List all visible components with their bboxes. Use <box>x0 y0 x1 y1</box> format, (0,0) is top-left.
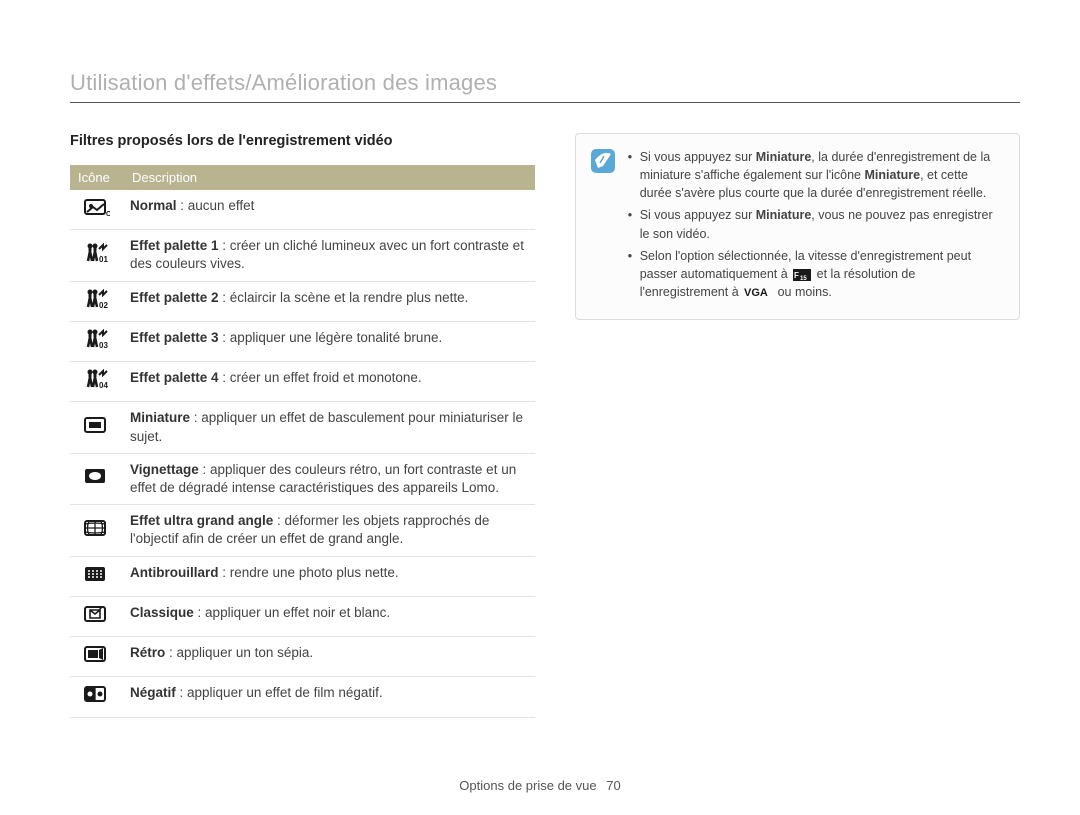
filter-description: Effet palette 3 : appliquer une légère t… <box>124 321 535 361</box>
filter-name: Effet palette 4 <box>130 370 219 385</box>
filter-text: éclaircir la scène et la rendre plus net… <box>230 290 469 305</box>
filter-description: Miniature : appliquer un effet de bascul… <box>124 402 535 453</box>
table-row: Négatif : appliquer un effet de film nég… <box>70 677 535 717</box>
table-row: Normal : aucun effet <box>70 190 535 230</box>
filter-description: Effet palette 4 : créer un effet froid e… <box>124 362 535 402</box>
note-list: Si vous appuyez sur Miniature, la durée … <box>628 148 1001 305</box>
filter-text: appliquer un effet de film négatif. <box>187 685 383 700</box>
table-row: 02 Effet palette 2 : éclaircir la scène e… <box>70 281 535 321</box>
table-row: Vignettage : appliquer des couleurs rétr… <box>70 453 535 504</box>
filter-description: Classique : appliquer un effet noir et b… <box>124 596 535 636</box>
filter-name: Effet ultra grand angle <box>130 513 273 528</box>
vignette-icon <box>70 453 124 504</box>
filter-name: Normal <box>130 198 177 213</box>
th-description: Description <box>124 165 535 190</box>
filter-description: Antibrouillard : rendre une photo plus n… <box>124 556 535 596</box>
pal2-icon: 02 <box>70 281 124 321</box>
th-icon: Icône <box>70 165 124 190</box>
svg-text:04: 04 <box>99 381 108 389</box>
page-number: 70 <box>606 778 620 793</box>
pal4-icon: 04 <box>70 362 124 402</box>
filter-text: appliquer un ton sépia. <box>177 645 314 660</box>
retro-icon <box>70 637 124 677</box>
note-text: ou moins. <box>774 285 832 299</box>
table-row: Effet ultra grand angle : déformer les o… <box>70 505 535 556</box>
filter-name: Vignettage <box>130 462 199 477</box>
section-subheading: Filtres proposés lors de l'enregistremen… <box>70 133 535 149</box>
classic-icon <box>70 596 124 636</box>
table-row: Classique : appliquer un effet noir et b… <box>70 596 535 636</box>
title-rule <box>70 102 1020 103</box>
note-icon <box>590 148 616 174</box>
page-title: Utilisation d'effets/Amélioration des im… <box>70 70 1020 96</box>
filter-name: Effet palette 1 <box>130 238 219 253</box>
filter-table: Icône Description Normal : aucun effet01… <box>70 165 535 718</box>
fps-icon <box>793 267 811 281</box>
filter-text: appliquer une légère tonalité brune. <box>230 330 442 345</box>
vga-icon <box>744 285 772 299</box>
left-column: Filtres proposés lors de l'enregistremen… <box>70 133 535 718</box>
table-row: 04 Effet palette 4 : créer un effet froid… <box>70 362 535 402</box>
filter-text: appliquer un effet noir et blanc. <box>205 605 390 620</box>
filter-name: Antibrouillard <box>130 565 219 580</box>
filter-name: Classique <box>130 605 194 620</box>
note-item: Si vous appuyez sur Miniature, la durée … <box>628 148 1001 202</box>
svg-text:02: 02 <box>99 301 108 309</box>
manual-page: Utilisation d'effets/Amélioration des im… <box>0 0 1080 815</box>
footer-label: Options de prise de vue <box>459 778 596 793</box>
filter-description: Effet palette 1 : créer un cliché lumine… <box>124 230 535 281</box>
note-box: Si vous appuyez sur Miniature, la durée … <box>575 133 1020 320</box>
filter-text: rendre une photo plus nette. <box>230 565 399 580</box>
filter-description: Effet ultra grand angle : déformer les o… <box>124 505 535 556</box>
filter-description: Vignettage : appliquer des couleurs rétr… <box>124 453 535 504</box>
filter-name: Effet palette 2 <box>130 290 219 305</box>
table-row: Rétro : appliquer un ton sépia. <box>70 637 535 677</box>
svg-text:01: 01 <box>99 255 108 263</box>
defog-icon <box>70 556 124 596</box>
normal-icon <box>70 190 124 230</box>
filter-description: Normal : aucun effet <box>124 190 535 230</box>
filter-name: Rétro <box>130 645 165 660</box>
filter-name: Effet palette 3 <box>130 330 219 345</box>
fisheye-icon <box>70 505 124 556</box>
svg-text:03: 03 <box>99 341 108 349</box>
note-bold: Miniature <box>756 208 812 222</box>
table-row: Antibrouillard : rendre une photo plus n… <box>70 556 535 596</box>
pal3-icon: 03 <box>70 321 124 361</box>
filter-text: aucun effet <box>188 198 255 213</box>
miniature-icon <box>70 402 124 453</box>
note-text: Si vous appuyez sur <box>640 208 756 222</box>
note-bold: Miniature <box>865 168 921 182</box>
table-row: 01 Effet palette 1 : créer un cliché lumi… <box>70 230 535 281</box>
filter-description: Négatif : appliquer un effet de film nég… <box>124 677 535 717</box>
table-row: Miniature : appliquer un effet de bascul… <box>70 402 535 453</box>
filter-text: créer un effet froid et monotone. <box>230 370 422 385</box>
note-bold: Miniature <box>756 150 812 164</box>
filter-description: Effet palette 2 : éclaircir la scène et … <box>124 281 535 321</box>
filter-name: Négatif <box>130 685 176 700</box>
table-row: 03 Effet palette 3 : appliquer une légère… <box>70 321 535 361</box>
pal1-icon: 01 <box>70 230 124 281</box>
negative-icon <box>70 677 124 717</box>
filter-name: Miniature <box>130 410 190 425</box>
note-text: Si vous appuyez sur <box>640 150 756 164</box>
two-column-layout: Filtres proposés lors de l'enregistremen… <box>70 133 1020 718</box>
page-footer: Options de prise de vue 70 <box>0 778 1080 793</box>
right-column: Si vous appuyez sur Miniature, la durée … <box>575 133 1020 718</box>
filter-description: Rétro : appliquer un ton sépia. <box>124 637 535 677</box>
note-item: Si vous appuyez sur Miniature, vous ne p… <box>628 206 1001 242</box>
note-item: Selon l'option sélectionnée, la vitesse … <box>628 247 1001 301</box>
